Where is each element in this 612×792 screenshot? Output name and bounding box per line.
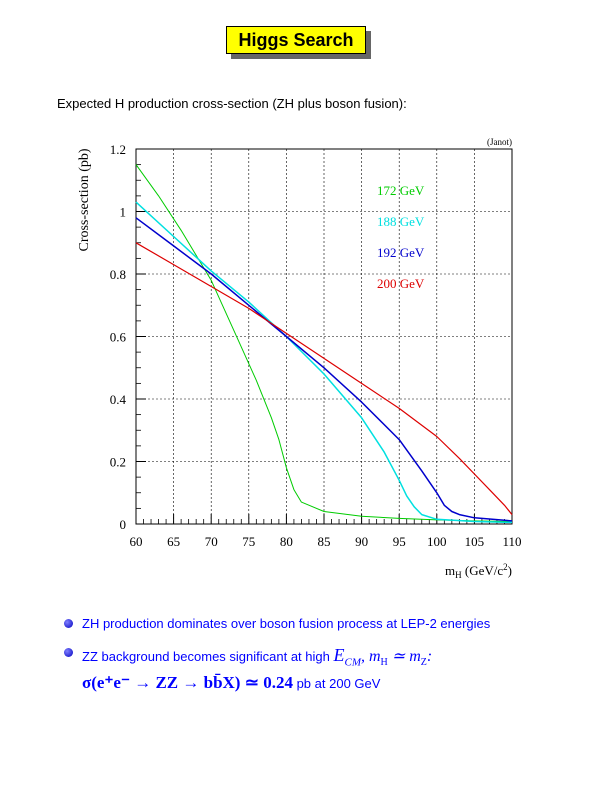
page-title: Higgs Search <box>226 26 366 54</box>
x-tick-label: 65 <box>167 534 180 549</box>
legend-label: 200 GeV <box>377 276 425 291</box>
series-line-200-gev <box>135 242 513 515</box>
series-line-188-gev <box>135 201 513 524</box>
series-lines <box>135 164 513 524</box>
mass-relation: , mH ≃ mZ: <box>360 648 433 669</box>
notes-list: ZH production dominates over boson fusio… <box>64 616 490 693</box>
x-tick-label: 80 <box>280 534 293 549</box>
y-tick-label: 0 <box>120 517 127 532</box>
note-text: ZZ background becomes significant at hig… <box>82 649 330 664</box>
x-tick-label: 70 <box>205 534 218 549</box>
x-tick-label: 60 <box>130 534 143 549</box>
axes: 60 65 70 75 80 85 90 95 100 105 110 0 0.2 0.4 0.6 0.8 1 1… <box>110 142 522 549</box>
x-tick-label: 110 <box>502 534 521 549</box>
legend-label: 172 GeV <box>377 183 425 198</box>
y-tick-label: 0.2 <box>110 455 126 470</box>
y-tick-label: 0.4 <box>110 392 127 407</box>
chart-caption: Expected H production cross-section (ZH … <box>57 96 407 111</box>
grid <box>136 149 512 524</box>
x-tick-label: 100 <box>427 534 447 549</box>
bullet-icon <box>64 619 73 628</box>
x-tick-label: 85 <box>318 534 331 549</box>
bullet-icon <box>64 648 73 657</box>
legend-label: 192 GeV <box>377 245 425 260</box>
series-line-172-gev <box>135 164 513 522</box>
x-tick-label: 75 <box>242 534 255 549</box>
y-tick-label: 0.8 <box>110 267 126 282</box>
legend-label: 188 GeV <box>377 214 425 229</box>
x-axis-label: mH (GeV/c2) <box>445 562 512 580</box>
title-banner: Higgs Search <box>226 26 371 59</box>
series-line-192-gev <box>135 217 513 522</box>
note-item: ZZ background becomes significant at hig… <box>64 645 490 693</box>
y-tick-label: 0.6 <box>110 330 127 345</box>
x-tick-label: 95 <box>393 534 406 549</box>
legend: 172 GeV 188 GeV 192 GeV 200 GeV <box>377 183 425 291</box>
credit-label: (Janot) <box>487 137 512 147</box>
x-tick-label: 105 <box>465 534 485 549</box>
note-item: ZH production dominates over boson fusio… <box>64 616 490 631</box>
formula-line: σ(e⁺e⁻ → ZZ → bb̄X) ≃ 0.24 pb at 200 GeV <box>82 673 490 693</box>
formula-suffix: pb at 200 GeV <box>292 675 381 691</box>
x-tick-label: 90 <box>355 534 368 549</box>
ecm-symbol: ECM <box>333 645 361 669</box>
y-axis-label: Cross-section (pb) <box>77 148 92 251</box>
y-tick-label: 1 <box>120 205 127 220</box>
note-text: ZH production dominates over boson fusio… <box>82 616 491 631</box>
cross-section-chart: 60 65 70 75 80 85 90 95 100 105 110 0 0.2 0.4 0.6 0.8 1 1… <box>77 137 522 580</box>
y-tick-label: 1.2 <box>110 142 126 157</box>
zz-formula: σ(e⁺e⁻ → ZZ → bb̄X) ≃ 0.24 <box>82 672 293 692</box>
